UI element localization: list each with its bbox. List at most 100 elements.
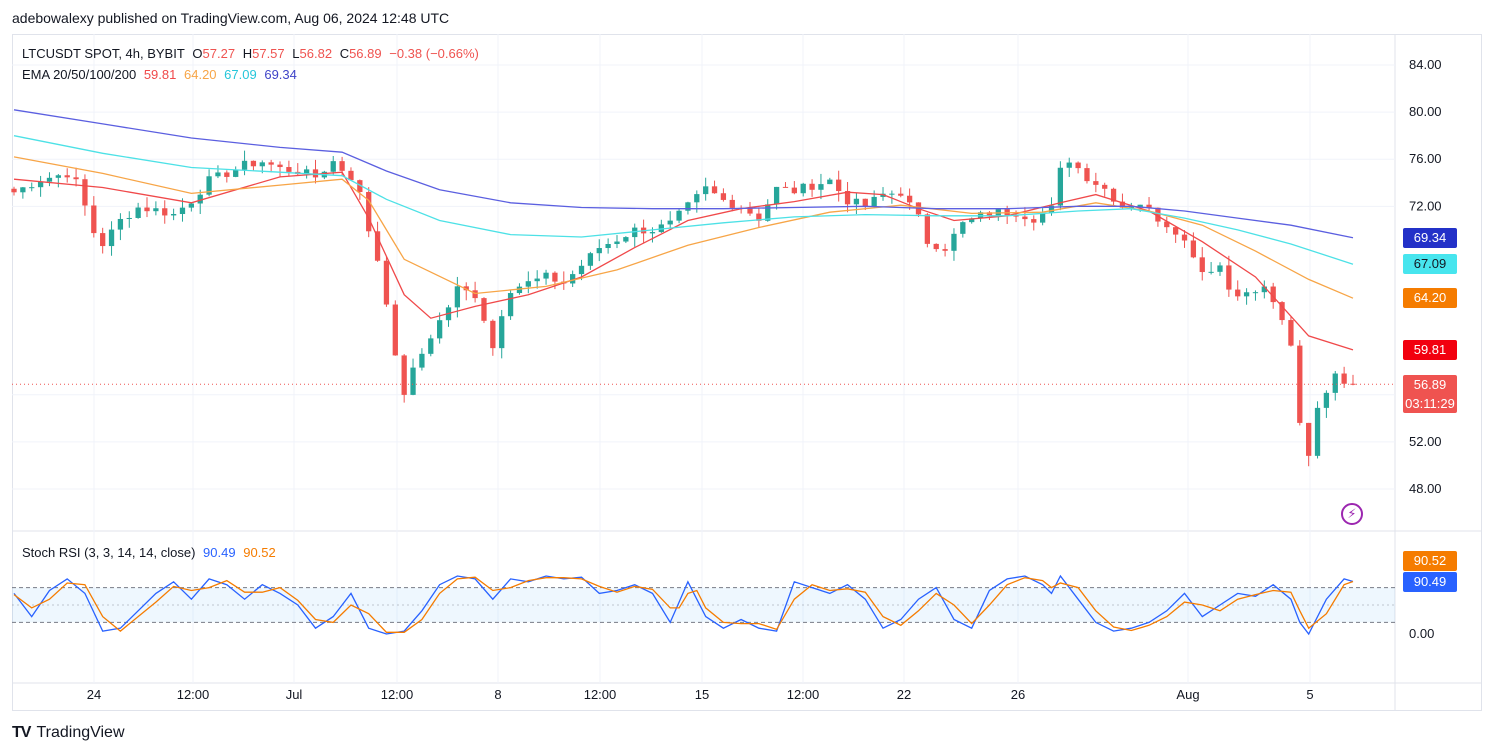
stoch-label: Stoch RSI (3, 3, 14, 14, close) [22, 545, 196, 560]
candle-body [960, 222, 966, 234]
candle-body [933, 243, 939, 250]
candle-body [1190, 240, 1197, 258]
open-value: 57.27 [202, 46, 236, 61]
ema20-line [13, 171, 1354, 351]
candle-body [454, 286, 461, 308]
candle-body [126, 217, 132, 219]
candle-body [206, 176, 212, 195]
price-tick-label: 72.00 [1409, 198, 1442, 213]
lightning-icon[interactable]: ⚡ [1341, 503, 1363, 525]
candle-body [357, 180, 363, 192]
candle-body [268, 162, 274, 165]
candle-body [534, 278, 540, 282]
candle-body [428, 338, 434, 354]
candle-body [667, 220, 673, 225]
price-tick-label: 80.00 [1409, 104, 1442, 119]
candle-body [1128, 207, 1134, 209]
candle-body [1066, 162, 1072, 168]
candle-body [1057, 167, 1064, 206]
candle-body [1217, 265, 1223, 272]
candle-body [241, 160, 248, 170]
ema100-line [13, 135, 1354, 265]
candle-body [1039, 213, 1046, 223]
candle-body [250, 160, 257, 167]
candle-body [827, 179, 833, 185]
candle-body [366, 191, 372, 232]
change-value: −0.38 (−0.66%) [389, 46, 479, 61]
ema-legend: EMA 20/50/100/200 59.81 64.20 67.09 69.3… [22, 67, 301, 82]
candle-body [46, 177, 53, 182]
candle-body [1022, 216, 1028, 220]
time-tick-label: 12:00 [381, 687, 414, 702]
ema200-price-tag: 69.34 [1403, 228, 1457, 248]
candle-body [703, 186, 709, 195]
candle-body [1226, 265, 1232, 290]
candle-body [436, 320, 443, 339]
stoch-tick-label: 0.00 [1409, 626, 1434, 641]
candle-body [623, 237, 629, 242]
stoch-legend: Stoch RSI (3, 3, 14, 14, close) 90.49 90… [22, 545, 280, 560]
candle-body [507, 293, 514, 317]
candle-body [632, 227, 638, 238]
candle-body [791, 187, 797, 194]
candle-body [720, 193, 727, 200]
time-tick-label: 8 [494, 687, 501, 702]
candle-body [339, 161, 345, 171]
candle-body [525, 281, 531, 287]
candle-body [1252, 292, 1259, 294]
price-tick-label: 48.00 [1409, 481, 1442, 496]
time-tick-label: 12:00 [787, 687, 820, 702]
bar-countdown: 03:11:29 [1405, 396, 1455, 411]
candle-body [587, 253, 594, 266]
candle-body [55, 175, 61, 178]
candle-body [135, 207, 141, 218]
ema100-value: 67.09 [224, 67, 257, 82]
candle-body [499, 316, 505, 349]
candle-body [516, 286, 523, 294]
stoch-d-line [13, 576, 1354, 633]
ema20-price-tag: 59.81 [1403, 340, 1457, 360]
candle-body [685, 202, 691, 211]
ema200-value: 69.34 [264, 67, 297, 82]
candle-body [348, 170, 354, 181]
stoch-k-value: 90.49 [203, 545, 236, 560]
candle-body [1119, 201, 1126, 208]
candle-body [658, 224, 664, 233]
candle-body [1084, 168, 1090, 182]
ema50-price-tag: 64.20 [1403, 288, 1457, 308]
candle-body [11, 188, 17, 193]
candle-body [596, 248, 602, 254]
candle-body [277, 164, 283, 168]
candle-body [419, 353, 425, 368]
candle-body [82, 179, 88, 206]
candle-body [1199, 257, 1205, 273]
open-label: O [192, 46, 203, 61]
candle-body [463, 286, 469, 291]
candle-body [188, 203, 194, 208]
candle-body [481, 298, 487, 321]
candle-body [170, 214, 177, 216]
symbol-label: LTCUSDT SPOT, 4h, BYBIT [22, 46, 185, 61]
candle-body [1173, 227, 1179, 235]
candle-body [401, 355, 407, 395]
brand-name: TradingView [36, 724, 125, 741]
candle-body [410, 367, 416, 395]
tradingview-logo[interactable]: TV TradingView [12, 724, 125, 742]
candle-body [1297, 345, 1303, 423]
candle-body [215, 172, 221, 177]
publish-caption: adebowalexy published on TradingView.com… [12, 10, 450, 26]
candle-body [117, 218, 124, 230]
candle-body [233, 169, 239, 177]
candle-body [1341, 373, 1347, 384]
candle-body [330, 161, 336, 172]
ema50-line [13, 156, 1354, 299]
candle-body [818, 184, 824, 190]
candle-body [312, 169, 319, 178]
candle-body [472, 290, 478, 299]
last-price-tag: 56.89 03:11:29 [1403, 375, 1457, 413]
time-tick-label: Aug [1176, 687, 1199, 702]
candle-body [37, 181, 44, 188]
candle-body [773, 186, 780, 205]
candle-body [543, 272, 549, 279]
